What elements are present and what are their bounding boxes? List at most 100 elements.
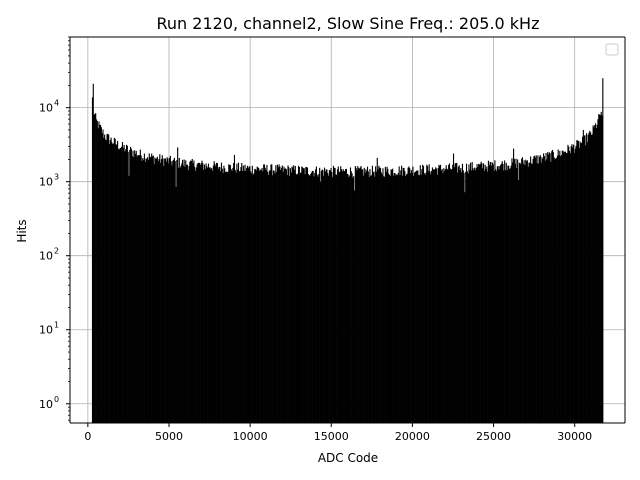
histogram-bar [584, 135, 586, 424]
x-tick-label: 25000 [476, 430, 511, 443]
histogram-bar [451, 169, 453, 423]
histogram-bar [324, 171, 326, 423]
histogram-bar [508, 169, 511, 423]
histogram-bar [178, 157, 180, 423]
histogram-bar [469, 169, 471, 423]
histogram-bar [270, 164, 272, 423]
histogram-bar [199, 162, 201, 424]
histogram-bar [176, 160, 178, 424]
histogram-bar [212, 165, 214, 423]
histogram-bar [164, 158, 167, 424]
histogram-bar [498, 169, 500, 423]
histogram-bar [134, 153, 137, 423]
histogram-bar [514, 163, 516, 424]
histogram-bar [294, 165, 296, 424]
histogram-bar [327, 173, 329, 423]
histogram-bar [474, 170, 477, 423]
histogram-bar [551, 151, 553, 423]
histogram-bar [152, 155, 154, 423]
histogram-bar [193, 160, 195, 424]
histogram-bar [224, 172, 227, 423]
histogram-bar [289, 168, 292, 423]
histogram-bar [113, 137, 115, 423]
histogram-bar [442, 173, 444, 423]
histogram-bar [548, 152, 550, 423]
histogram-bar [381, 174, 383, 423]
histogram-bar [459, 170, 461, 423]
histogram-bar [253, 173, 255, 423]
histogram-bar [148, 153, 150, 423]
histogram-bar [313, 176, 315, 423]
histogram-bar [374, 176, 376, 423]
histogram-bar [393, 173, 395, 423]
histogram-bar [189, 161, 191, 424]
histogram-bar [362, 175, 365, 423]
histogram-bar [121, 146, 123, 424]
histogram-bar [101, 133, 103, 424]
histogram-bar [477, 166, 479, 424]
histogram-bar [256, 166, 258, 423]
histogram-bar [353, 190, 356, 423]
histogram-bar [236, 163, 238, 423]
histogram-bar [564, 151, 567, 424]
histogram-bar [417, 170, 419, 423]
histogram-bar [354, 166, 356, 423]
histogram-bar [164, 158, 166, 423]
histogram-bar [295, 173, 297, 423]
histogram-bar [550, 161, 552, 423]
histogram-bar [538, 163, 540, 423]
histogram-bar [296, 174, 298, 423]
histogram-bar [569, 150, 571, 423]
histogram-bar [561, 150, 563, 424]
histogram-bar [238, 171, 240, 423]
histogram-bar [293, 165, 295, 423]
histogram-bar [166, 157, 168, 423]
histogram-bar [297, 173, 299, 423]
histogram-bar [319, 181, 322, 423]
histogram-bar [261, 167, 263, 423]
histogram-bar [319, 167, 321, 423]
histogram-bar [107, 133, 109, 423]
histogram-bar [264, 167, 266, 423]
histogram-bar [169, 155, 171, 423]
histogram-bar [444, 170, 446, 423]
histogram-bar [582, 129, 584, 423]
histogram-bar [591, 134, 593, 424]
histogram-bar [275, 165, 277, 423]
histogram-bar [549, 153, 551, 423]
histogram-bar [436, 174, 438, 423]
histogram-bar [573, 152, 575, 423]
histogram-bar [153, 164, 155, 423]
histogram-bar [580, 143, 582, 424]
histogram-bar [173, 159, 175, 423]
histogram-bar [292, 167, 294, 423]
histogram-bar [211, 168, 213, 423]
histogram-bar [547, 152, 549, 423]
histogram-bar [172, 160, 174, 423]
histogram-bar [431, 170, 433, 423]
histogram-bar [170, 161, 172, 423]
histogram-bar [416, 170, 418, 423]
histogram-bar [478, 164, 481, 424]
histogram-bar [539, 155, 541, 423]
histogram-bar [272, 175, 274, 423]
histogram-bar [284, 168, 286, 423]
histogram-bar [285, 169, 287, 423]
histogram-bar [339, 171, 341, 423]
histogram-bar [183, 159, 185, 423]
histogram-bar [310, 173, 312, 423]
histogram-bar [373, 171, 375, 423]
histogram-bar [126, 145, 128, 423]
histogram-bar [409, 168, 411, 423]
histogram-bar [581, 142, 583, 424]
histogram-bar [428, 164, 430, 423]
histogram-bar [306, 167, 309, 423]
chart-title: Run 2120, channel2, Slow Sine Freq.: 205… [157, 14, 540, 33]
histogram-bar [340, 166, 342, 423]
histogram-bar [276, 164, 279, 423]
histogram-bar [366, 171, 368, 423]
histogram-bar [142, 158, 144, 424]
histogram-bar [274, 173, 276, 423]
histogram-bar [382, 168, 384, 423]
histogram-bar [551, 149, 554, 423]
